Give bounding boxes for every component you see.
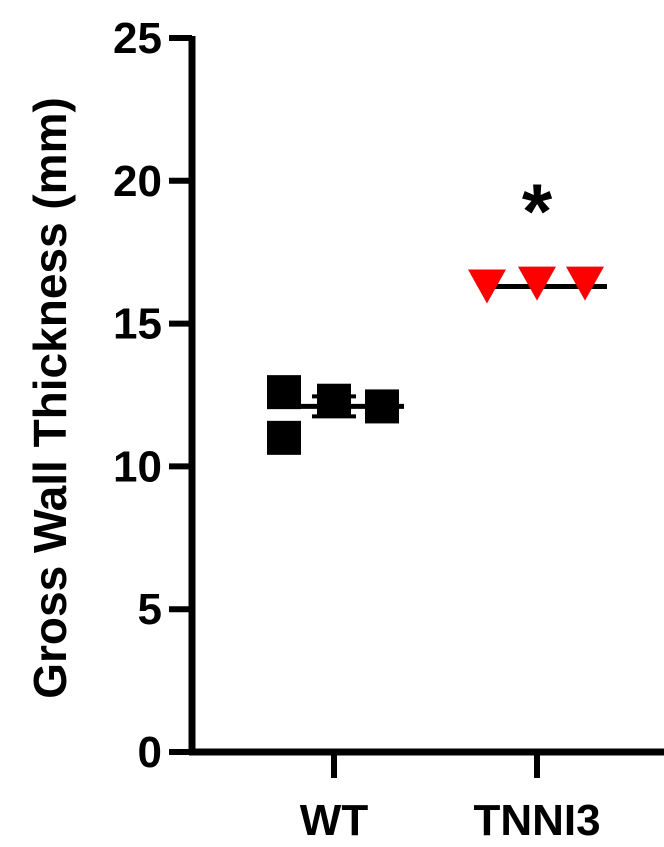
significance-star: * <box>522 167 553 255</box>
y-tick-label: 20 <box>113 157 162 206</box>
x-category-label: WT <box>300 796 369 845</box>
y-tick-label: 15 <box>113 300 162 349</box>
y-tick-label: 10 <box>113 442 162 491</box>
data-point-triangle <box>468 269 506 304</box>
data-point-square <box>365 389 399 424</box>
y-ticks: 0 5 10 15 20 25 <box>113 14 192 777</box>
axes <box>188 36 664 756</box>
data-point-square <box>317 383 351 418</box>
data-point-triangle <box>566 266 604 301</box>
y-tick-label: 0 <box>138 728 162 777</box>
data-marks <box>267 266 607 455</box>
y-tick-label: 25 <box>113 14 162 63</box>
y-tick-label: 5 <box>138 585 162 634</box>
x-categories: WT TNNI3 <box>300 752 601 845</box>
data-point-square <box>267 420 301 455</box>
y-axis-title: Gross Wall Thickness (mm) <box>24 97 76 699</box>
data-point-square <box>267 375 301 410</box>
x-category-label: TNNI3 <box>473 796 600 845</box>
annotations: * <box>522 167 553 255</box>
data-point-triangle <box>518 266 556 301</box>
